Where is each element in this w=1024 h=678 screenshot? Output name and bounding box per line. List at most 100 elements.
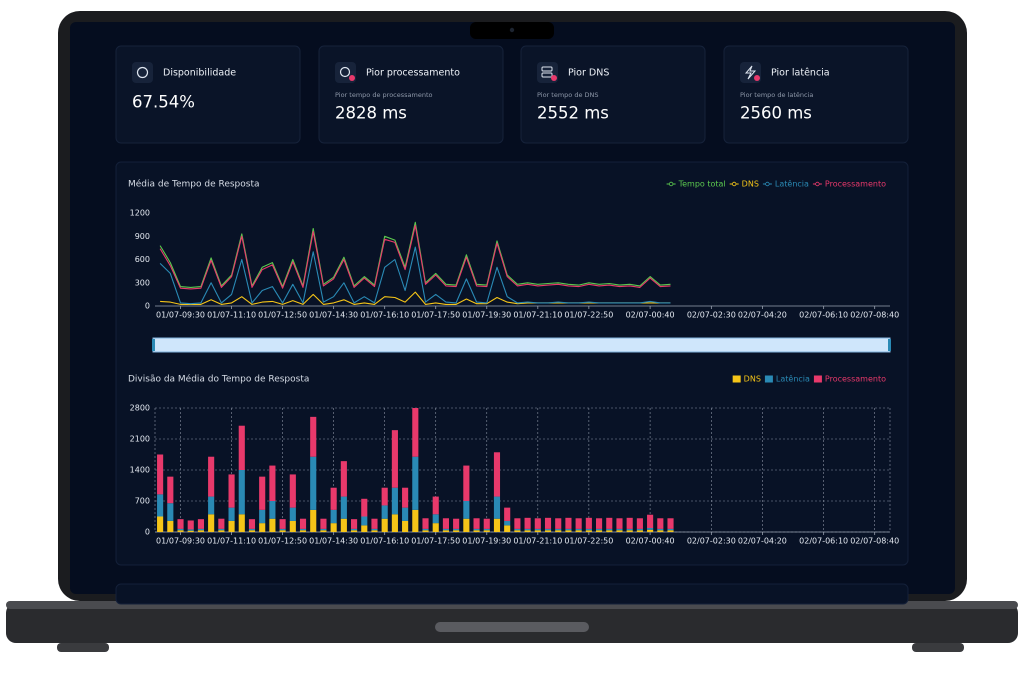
bar-segment bbox=[299, 528, 307, 531]
bar-segment bbox=[585, 530, 592, 532]
bar-segment bbox=[412, 456, 419, 510]
bar-segment bbox=[575, 528, 582, 531]
bar-segment bbox=[391, 514, 398, 532]
bar-segment bbox=[361, 525, 368, 532]
bar-segment bbox=[636, 530, 643, 532]
bar-segment bbox=[248, 528, 256, 531]
bar-segment bbox=[259, 523, 266, 532]
bar-segment bbox=[361, 498, 368, 517]
bar-segment bbox=[381, 518, 388, 532]
bar-segment bbox=[310, 416, 317, 457]
bar-segment bbox=[248, 530, 256, 532]
icon-shape bbox=[541, 66, 553, 72]
card-box bbox=[723, 45, 909, 144]
chart-panel bbox=[115, 161, 909, 566]
x-tick-label: 02/07-00:40 bbox=[626, 311, 675, 320]
bar-segment bbox=[514, 518, 521, 529]
card-title: Disponibilidade bbox=[163, 68, 236, 79]
laptop-groove bbox=[435, 622, 589, 632]
bar-segment bbox=[534, 518, 541, 529]
bar-segment bbox=[208, 496, 215, 515]
bar-segment bbox=[351, 528, 358, 531]
bar-segment bbox=[585, 517, 592, 529]
icon-shape bbox=[744, 65, 757, 80]
bar-segment bbox=[289, 520, 296, 532]
bar-segment bbox=[167, 476, 174, 504]
legend-marker bbox=[732, 375, 741, 383]
y-tick-label: 0 bbox=[145, 302, 150, 311]
legend-label: Processamento bbox=[825, 180, 886, 189]
bar-segment bbox=[453, 518, 460, 529]
bar-segment bbox=[616, 530, 623, 532]
bar-segment bbox=[432, 523, 439, 532]
bar-segment bbox=[626, 530, 633, 532]
y-tick-label: 300 bbox=[135, 278, 150, 287]
charts: Média de Tempo de Resposta 0 300 600 900 1200… bbox=[128, 179, 899, 546]
card-title: Pior DNS bbox=[568, 68, 609, 79]
bar-segment bbox=[504, 507, 511, 521]
x-tick-label: 01/07-16:10 bbox=[360, 311, 409, 320]
bar-segment bbox=[596, 528, 603, 531]
bar-segment bbox=[606, 530, 613, 532]
bar-segment bbox=[208, 456, 215, 497]
icon-shape bbox=[339, 66, 351, 78]
bar-segment bbox=[606, 528, 613, 531]
bar-segment bbox=[228, 520, 235, 532]
bar-segment bbox=[544, 517, 552, 529]
bar-segment bbox=[320, 530, 327, 532]
bar-segment bbox=[493, 496, 501, 519]
bar-segment bbox=[289, 474, 296, 508]
bar-segment bbox=[371, 518, 378, 529]
bar-segment bbox=[218, 528, 225, 531]
bar-segment bbox=[565, 517, 572, 529]
bar-segment bbox=[177, 528, 184, 531]
bar-segment bbox=[534, 530, 541, 532]
bar-segment bbox=[157, 494, 164, 517]
zoom-slider[interactable] bbox=[152, 337, 891, 353]
bar-segment bbox=[269, 518, 276, 532]
bar-segment bbox=[544, 528, 552, 531]
bar-segment bbox=[330, 509, 337, 524]
x-tick-label: 01/07-09:30 bbox=[156, 537, 205, 546]
bar-segment bbox=[157, 516, 164, 532]
bar-segment bbox=[657, 518, 664, 529]
bar-segment bbox=[167, 503, 174, 521]
bar-segment bbox=[381, 487, 388, 506]
bar-segment bbox=[596, 518, 603, 529]
x-tick-label: 02/07-04:20 bbox=[738, 537, 787, 546]
legend-label: Latência bbox=[776, 374, 810, 384]
y-tick-label: 600 bbox=[135, 255, 150, 264]
bar-segment bbox=[473, 518, 480, 529]
bar-segment bbox=[259, 476, 266, 510]
bar-segment bbox=[514, 528, 521, 531]
bar-segment bbox=[636, 518, 643, 529]
bar-segment bbox=[667, 528, 674, 531]
chart-title: Média de Tempo de Resposta bbox=[128, 179, 260, 190]
slider-handle[interactable] bbox=[888, 339, 891, 351]
bar-segment bbox=[616, 528, 623, 531]
x-tick-label: 02/07-02:30 bbox=[687, 537, 736, 546]
x-tick-label: 01/07-16:10 bbox=[360, 537, 409, 546]
bar-segment bbox=[504, 520, 511, 526]
card-title: Pior latência bbox=[771, 68, 830, 79]
x-tick-label: 02/07-00:40 bbox=[626, 537, 675, 546]
bar-segment bbox=[218, 518, 225, 529]
card-box bbox=[520, 45, 706, 144]
bar-segment bbox=[585, 528, 592, 531]
bar-segment bbox=[177, 530, 184, 532]
x-tick-label: 01/07-14:30 bbox=[309, 537, 358, 546]
x-tick-label: 02/07-06:10 bbox=[799, 537, 848, 546]
bar-segment bbox=[330, 523, 337, 532]
bar-segment bbox=[187, 520, 194, 530]
x-tick-label: 01/07-19:30 bbox=[462, 311, 511, 320]
bar-segment bbox=[514, 530, 521, 532]
bar-segment bbox=[299, 530, 307, 532]
card-subtitle: Pior tempo de latência bbox=[740, 91, 813, 99]
slider-handle[interactable] bbox=[152, 339, 155, 351]
x-tick-label: 01/07-21:10 bbox=[513, 537, 562, 546]
bar-segment bbox=[432, 514, 439, 524]
bar-segment bbox=[606, 517, 613, 529]
bar-segment bbox=[310, 509, 317, 532]
x-tick-label: 01/07-17:50 bbox=[411, 311, 460, 320]
bar-segment bbox=[442, 530, 449, 532]
